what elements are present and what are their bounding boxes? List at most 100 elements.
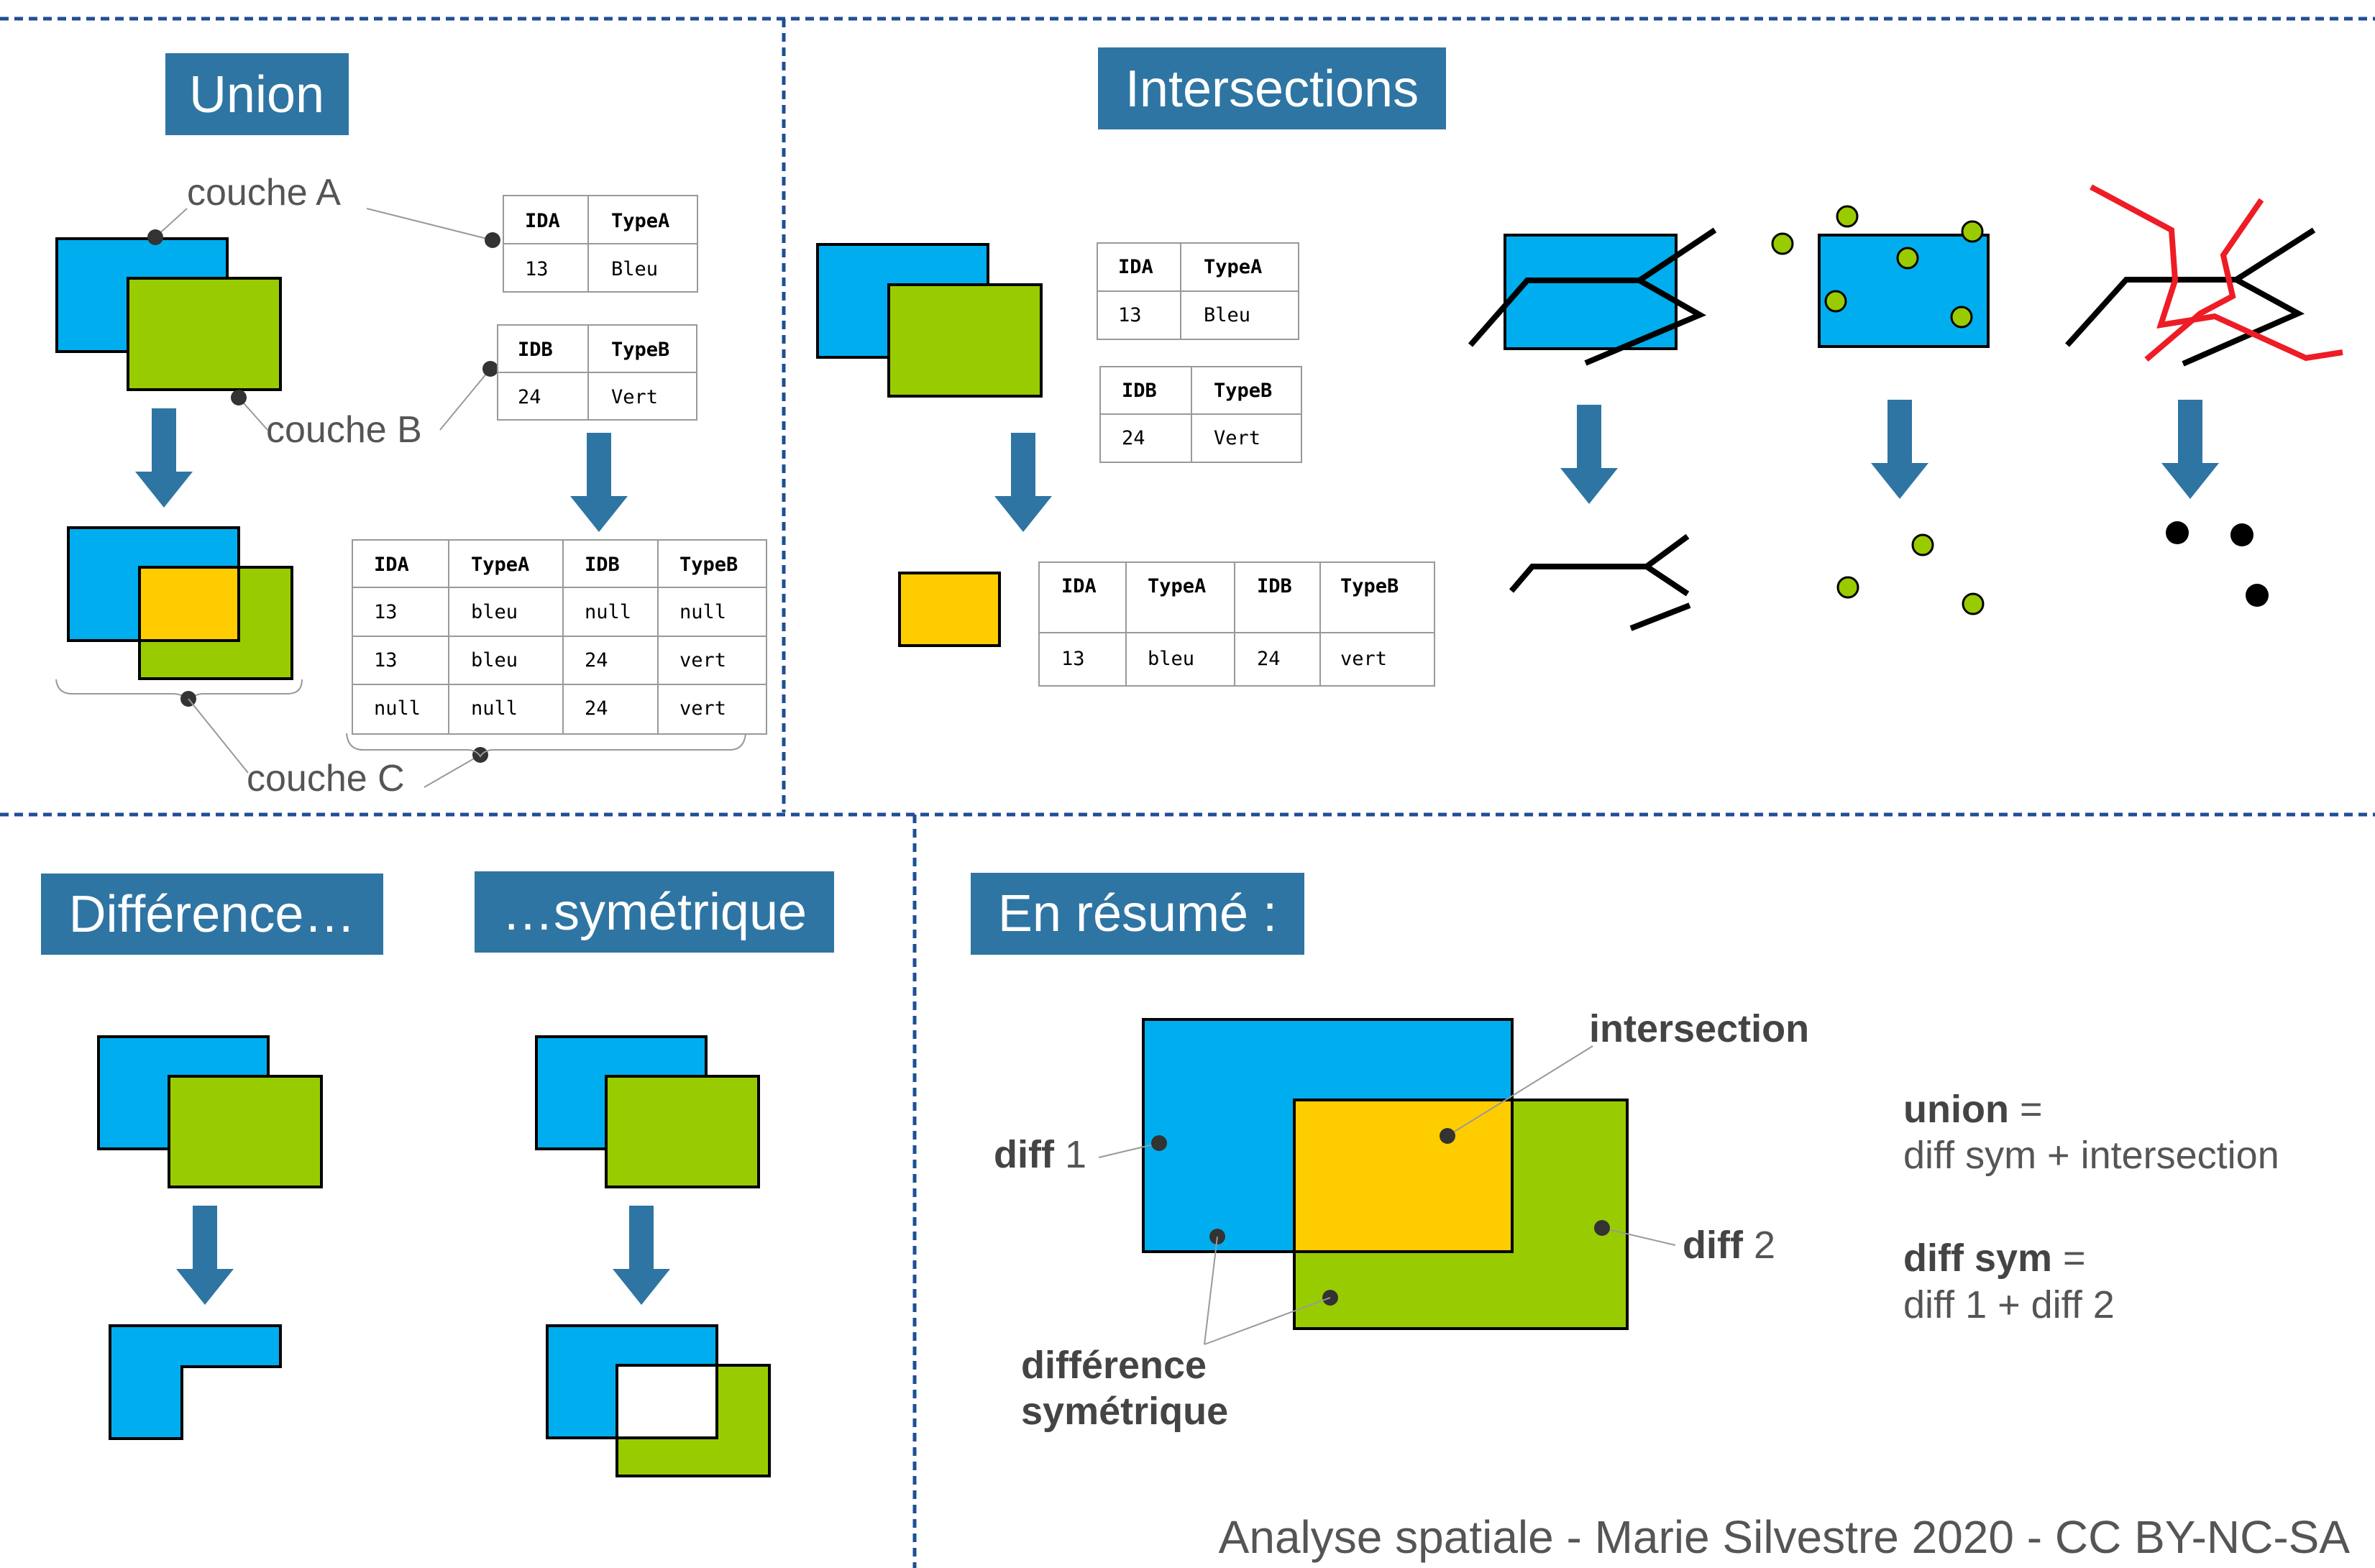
summary-section: En résumé : intersection diff 1 diff 2 d… <box>971 873 2279 1433</box>
table-header: IDA <box>374 554 409 576</box>
leader-dot-diff1 <box>1151 1135 1167 1151</box>
table-cell: Vert <box>611 386 658 408</box>
table-cell: 24 <box>1257 648 1281 670</box>
table-header: IDB <box>585 554 620 576</box>
arrow-down-icon <box>1871 400 1928 499</box>
leader-table-a <box>366 208 493 241</box>
leader-dot-table-a <box>485 232 500 248</box>
leader-table-c <box>424 754 481 788</box>
symdiff-hole-rect <box>616 1364 718 1439</box>
brace-table <box>346 733 746 758</box>
symmetric-title: …symétrique <box>502 884 807 941</box>
footer-credit: Analyse spatiale - Marie Silvestre 2020 … <box>1219 1511 2351 1563</box>
table-cell: bleu <box>471 601 518 623</box>
leader-dot-b <box>231 390 247 405</box>
table-cell: 24 <box>518 386 541 408</box>
table-header: IDA <box>1118 256 1153 278</box>
table-cell: Bleu <box>611 258 658 280</box>
intersections-table-b: IDB TypeB 24 Vert <box>1099 366 1302 463</box>
arrow-down-icon <box>570 433 628 532</box>
summary-intersection-rect <box>1293 1099 1514 1253</box>
formula-union: diff sym + intersection <box>1903 1134 2279 1177</box>
line-feature <box>2182 277 2305 367</box>
arrow-down-icon <box>1560 405 1618 504</box>
label-couche-a: couche A <box>187 172 341 214</box>
polygon-line-example-rect <box>1504 234 1678 350</box>
table-cell: vert <box>1340 648 1387 670</box>
table-cell: 13 <box>1118 304 1142 326</box>
union-table-a: IDA TypeA 13 Bleu <box>503 195 698 293</box>
table-cell: bleu <box>1148 648 1194 670</box>
brace-shapes <box>55 679 303 702</box>
difference-title: Différence… <box>69 886 356 943</box>
leader-intersection <box>1447 1045 1593 1137</box>
line-feature <box>1468 227 1717 347</box>
table-header: TypeA <box>1204 256 1262 278</box>
formula-diffsym-head: diff sym = <box>1903 1237 2086 1280</box>
summary-title: En résumé : <box>998 885 1277 943</box>
summary-title-box <box>971 873 1304 955</box>
table-cell: vert <box>679 697 726 720</box>
table-cell: null <box>374 697 421 720</box>
table-cell: null <box>679 601 726 623</box>
label-diff1: diff 1 <box>994 1133 1086 1176</box>
label-intersection: intersection <box>1589 1007 1809 1050</box>
table-header: TypeA <box>611 210 669 232</box>
line-result <box>1509 533 1690 593</box>
table-header: IDA <box>525 210 560 232</box>
formula-diffsym: diff 1 + diff 2 <box>1903 1283 2115 1326</box>
line-feature <box>1584 278 1707 366</box>
section-dividers <box>0 17 2375 1568</box>
intersections-table-a: IDA TypeA 13 Bleu <box>1097 242 1299 340</box>
layer-b-rect <box>127 277 282 391</box>
table-header: IDB <box>518 339 553 361</box>
red-line-feature <box>2090 184 2343 362</box>
leader-sym1 <box>1204 1236 1218 1345</box>
line-result <box>1644 564 1690 597</box>
label-couche-c: couche C <box>247 758 405 799</box>
table-cell: null <box>585 601 631 623</box>
intersections-title: Intersections <box>1125 60 1419 118</box>
table-header: TypeB <box>1340 575 1399 597</box>
difference-section: Différence… <box>41 874 383 1440</box>
difference-title-box <box>41 874 383 955</box>
intersection-result-rect <box>898 572 1001 647</box>
layer-b-rect <box>605 1075 760 1188</box>
arrow-down-icon <box>613 1206 670 1305</box>
leader-dot-table-c <box>472 747 488 763</box>
leader-diff1 <box>1098 1142 1160 1158</box>
symmetric-title-box <box>475 871 834 953</box>
intersections-section: Intersections IDA TypeA 13 Bleu IDB Type… <box>816 47 2343 687</box>
table-header: TypeB <box>679 554 738 576</box>
table-cell: Bleu <box>1204 304 1250 326</box>
symmetric-section: …symétrique <box>475 871 834 1477</box>
leader-sym2 <box>1204 1297 1331 1345</box>
leader-diff2 <box>1601 1227 1676 1246</box>
intersection-points <box>2166 521 2269 607</box>
layer-b-rect <box>887 283 1043 398</box>
table-cell: 24 <box>585 649 608 671</box>
intersections-title-box <box>1098 47 1446 129</box>
line-feature <box>2065 227 2316 347</box>
layer-c-overlap-rect <box>138 566 240 642</box>
point-features <box>1771 205 1984 329</box>
table-header: TypeB <box>611 339 669 361</box>
leader-dot-intersection <box>1440 1128 1455 1144</box>
leader-dot-diff2 <box>1594 1220 1610 1236</box>
table-header: IDB <box>1122 380 1157 402</box>
union-table-c: IDA TypeA IDB TypeB 13 bleu null null 13… <box>352 539 767 735</box>
leader-dot-a <box>147 229 163 245</box>
leader-table-b <box>439 368 491 431</box>
table-cell: 13 <box>1061 648 1085 670</box>
intersections-table-result: IDA TypeA IDB TypeB 13 bleu 24 vert <box>1038 561 1435 687</box>
red-line-feature <box>2144 198 2264 362</box>
arrow-down-icon <box>2161 400 2219 499</box>
formula-union-head: union = <box>1903 1088 2043 1131</box>
table-cell: null <box>471 697 518 720</box>
table-cell: bleu <box>471 649 518 671</box>
point-results <box>1836 533 1985 615</box>
table-cell: vert <box>679 649 726 671</box>
table-header: TypeA <box>1148 575 1206 597</box>
table-cell: 24 <box>1122 427 1145 449</box>
